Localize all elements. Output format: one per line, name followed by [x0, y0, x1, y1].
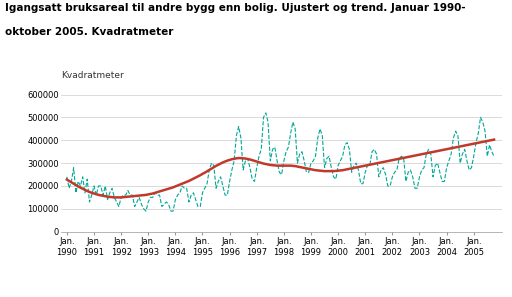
Text: Kvadratmeter: Kvadratmeter [61, 71, 124, 80]
Text: oktober 2005. Kvadratmeter: oktober 2005. Kvadratmeter [5, 27, 174, 37]
Text: Igangsatt bruksareal til andre bygg enn bolig. Ujustert og trend. Januar 1990-: Igangsatt bruksareal til andre bygg enn … [5, 3, 466, 13]
